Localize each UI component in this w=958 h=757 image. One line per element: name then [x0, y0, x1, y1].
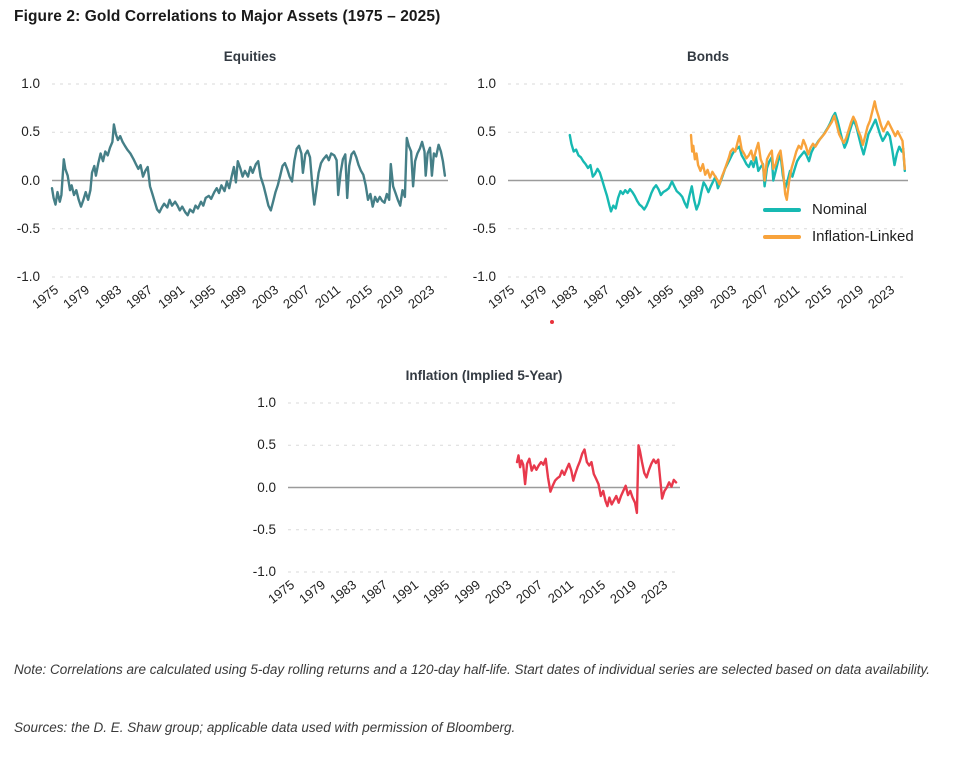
inflation-y-tick-label: -1.0: [252, 564, 276, 579]
equities-y-tick-label: -1.0: [16, 269, 40, 284]
equities-x-tick-label: 1975: [29, 282, 62, 312]
figure-sources: Sources: the D. E. Shaw group; applicabl…: [14, 720, 516, 735]
nominal-legend-label: Nominal: [812, 201, 868, 218]
inflation-x-tick-label: 2015: [575, 577, 608, 607]
inflation-x-tick-label: 2011: [545, 577, 577, 607]
inflation-x-tick-label: 2003: [482, 577, 515, 607]
inflation-y-tick-label: 0.0: [257, 479, 276, 495]
inflation-x-tick-label: 2019: [606, 577, 639, 607]
inflation-linked-line-swatch: [763, 234, 801, 239]
equities-x-tick-label: 1999: [217, 282, 250, 312]
equities-plot-area: [50, 83, 448, 278]
bonds-x-tick-label: 1983: [548, 282, 581, 312]
inflation-x-tick-label: 1991: [389, 577, 422, 607]
inflation-plot-area: [288, 402, 680, 573]
legend-item-inflation-linked: Inflation-Linked: [763, 223, 914, 250]
inflation-x-tick-label: 1983: [327, 577, 360, 607]
inflation-x-tick-label: 1987: [358, 577, 391, 607]
equities-x-tick-label: 2003: [248, 282, 281, 312]
bonds-x-tick-label: 2003: [707, 282, 740, 312]
inflation-y-tick-label: 1.0: [257, 395, 276, 410]
stray-red-dot: [550, 320, 554, 324]
legend-item-nominal: Nominal: [763, 196, 914, 223]
inflation-x-tick-label: 1979: [296, 577, 329, 607]
equities-x-tick-label: 2019: [374, 282, 407, 312]
bonds-y-tick-label: -0.5: [472, 220, 496, 236]
equities-x-tick-label: 1995: [186, 282, 219, 312]
inflation-y-tick-label: -0.5: [252, 521, 276, 537]
inflation-x-tick-label: 2023: [637, 577, 670, 607]
inflation-chart-title: Inflation (Implied 5-Year): [405, 368, 563, 383]
equities-y-tick-label: 1.0: [21, 76, 40, 91]
bonds-plot-area: [508, 83, 908, 278]
bonds-x-tick-label: 1975: [485, 282, 518, 312]
bonds-y-tick-label: 1.0: [477, 76, 496, 91]
equities-x-tick-label: 2007: [280, 282, 313, 312]
inflation-x-tick-label: 1975: [265, 577, 298, 607]
equities-y-tick-label: 0.5: [21, 124, 40, 140]
bonds-legend: Nominal Inflation-Linked: [763, 196, 914, 250]
figure-title: Figure 2: Gold Correlations to Major Ass…: [14, 8, 441, 25]
inflation-x-tick-label: 2007: [513, 577, 546, 607]
bonds-x-tick-label: 1999: [675, 282, 708, 312]
nominal-line-swatch: [763, 207, 801, 212]
equities-y-tick-label: -0.5: [16, 220, 40, 236]
equities-x-tick-label: 1979: [60, 282, 93, 312]
equities-x-tick-label: 2011: [312, 282, 344, 312]
figure-note: Note: Correlations are calculated using …: [14, 662, 931, 677]
bonds-x-tick-label: 2015: [802, 282, 835, 312]
bonds-x-tick-label: 2019: [833, 282, 866, 312]
inflation-y-tick-label: 0.5: [257, 437, 276, 453]
bonds-x-tick-label: 2023: [865, 282, 898, 312]
bonds-chart-title: Bonds: [687, 49, 729, 64]
equities-x-tick-label: 2015: [342, 282, 375, 312]
equities-x-tick-label: 1991: [154, 282, 187, 312]
bonds-x-tick-label: 1987: [580, 282, 613, 312]
inflation-linked-legend-label: Inflation-Linked: [812, 228, 914, 245]
bonds-x-tick-label: 2007: [738, 282, 771, 312]
equities-x-tick-label: 1983: [91, 282, 124, 312]
bonds-x-tick-label: 1995: [643, 282, 676, 312]
bonds-x-tick-label: 2011: [771, 282, 803, 312]
inflation-x-tick-label: 1995: [420, 577, 453, 607]
bonds-x-tick-label: 1991: [611, 282, 644, 312]
bonds-y-tick-label: 0.0: [477, 172, 496, 188]
bonds-y-tick-label: 0.5: [477, 124, 496, 140]
equities-x-tick-label: 1987: [123, 282, 156, 312]
equities-chart-title: Equities: [223, 49, 277, 64]
inflation-x-tick-label: 1999: [451, 577, 484, 607]
bonds-x-tick-label: 1979: [516, 282, 549, 312]
equities-x-tick-label: 2023: [405, 282, 438, 312]
bonds-y-tick-label: -1.0: [472, 269, 496, 284]
equities-y-tick-label: 0.0: [21, 172, 40, 188]
